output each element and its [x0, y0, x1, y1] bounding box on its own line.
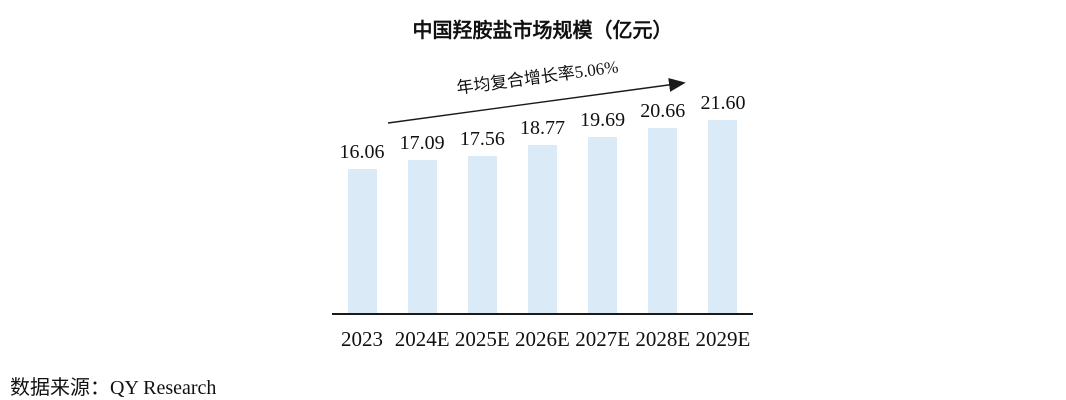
x-axis-label: 2027E	[575, 327, 631, 351]
bar-group: 19.69	[573, 110, 633, 313]
x-axis-label: 2028E	[635, 327, 691, 351]
bar-value-label: 21.60	[700, 91, 746, 114]
x-axis-line	[332, 313, 753, 315]
bar	[708, 119, 738, 313]
bar	[467, 155, 497, 313]
bar-value-label: 18.77	[519, 117, 565, 139]
plot-area: 16.06 17.09 17.56 18.77 19.69 20.66 21.60 2023…	[332, 90, 753, 351]
bar-group: 18.77	[512, 118, 572, 313]
bar-value-label: 20.66	[640, 100, 686, 123]
growth-trend-arrow-icon	[387, 77, 686, 124]
bar-group: 21.60	[693, 93, 753, 313]
bar-value-label: 17.09	[399, 132, 445, 154]
bar	[648, 128, 678, 313]
bar-group: 16.06	[332, 142, 392, 313]
x-axis-label: 2029E	[695, 327, 751, 351]
bar	[407, 160, 437, 313]
x-axis-labels-row: 2023 2024E 2025E 2026E 2027E 2028E 2029E	[332, 327, 753, 352]
bar-group: 17.56	[452, 129, 512, 313]
x-axis-label: 2025E	[454, 327, 510, 351]
bars-row: 16.06 17.09 17.56 18.77 19.69 20.66 21.60	[332, 90, 753, 313]
bar	[527, 145, 557, 313]
x-axis-label: 2026E	[515, 327, 570, 351]
chart-title: 中国羟胺盐市场规模（亿元）	[412, 20, 673, 42]
bar	[347, 169, 377, 313]
data-source-label: 数据来源：QY Research	[10, 377, 217, 399]
bar-group: 20.66	[633, 101, 693, 313]
bar-group: 17.09	[392, 133, 452, 313]
bar	[588, 136, 618, 313]
bar-value-label: 19.69	[580, 108, 626, 131]
x-axis-label: 2023	[341, 327, 383, 351]
bar-value-label: 17.56	[459, 127, 505, 150]
bar-value-label: 16.06	[339, 141, 385, 164]
x-axis-label: 2024E	[394, 327, 450, 351]
